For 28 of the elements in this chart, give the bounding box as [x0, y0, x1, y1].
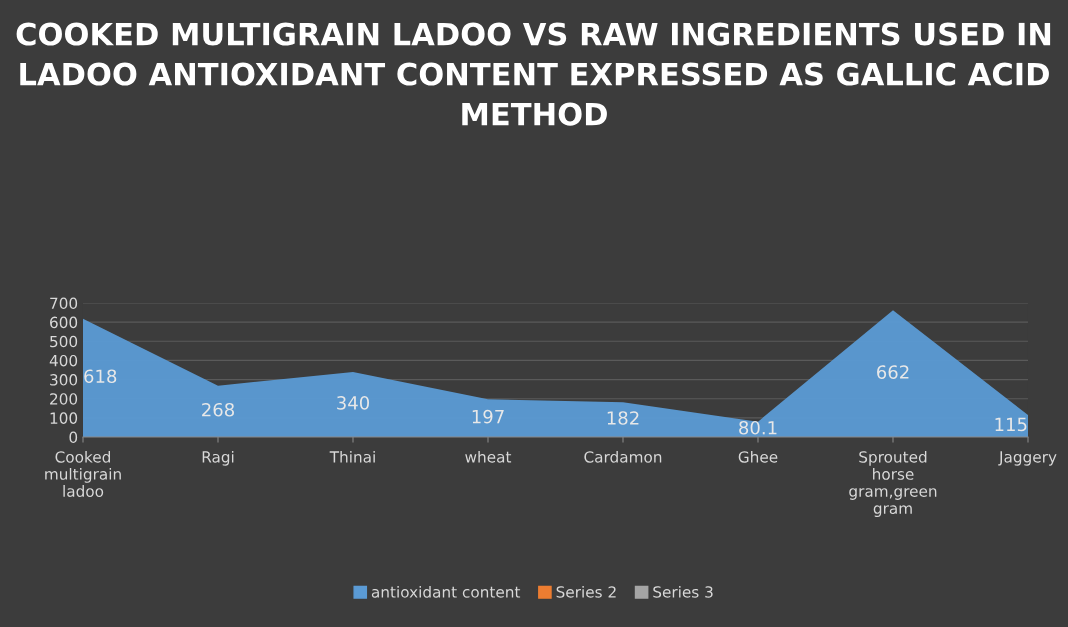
chart-title: COOKED MULTIGRAIN LADOO VS RAW INGREDIENTS USED IN LADOO ANTIOXIDANT CONTENT EXPRESSED AS GALLIC ACID METHOD — [16, 22, 1051, 126]
y-tick-label: 0 — [69, 431, 78, 444]
legend-label: antioxidant content — [371, 585, 521, 598]
y-tick-label: 400 — [49, 354, 78, 367]
x-tick-label: Cooked multigrain ladoo — [45, 450, 121, 497]
x-tick-label: wheat — [465, 450, 512, 463]
y-tick-label: 300 — [50, 374, 78, 386]
x-tick-label: Thinai — [329, 450, 375, 463]
data-label: 662 — [877, 365, 909, 379]
y-tick-label: 100 — [50, 412, 78, 424]
data-label: 268 — [202, 402, 234, 417]
y-tick-label: 500 — [50, 335, 78, 348]
data-label: 80.1 — [739, 420, 777, 435]
data-label: 618 — [84, 369, 117, 384]
y-tick-label: 600 — [50, 316, 78, 329]
data-label: 197 — [472, 409, 504, 424]
legend-label: Series 2 — [556, 585, 616, 598]
data-label: 115 — [995, 417, 1027, 432]
y-tick-label: 200 — [50, 393, 78, 405]
legend-label: Series 3 — [653, 585, 713, 598]
x-tick-label: Sprouted horse gram,green gram — [849, 450, 937, 517]
data-label: 340 — [337, 396, 370, 410]
x-tick-label: Ghee — [738, 450, 778, 463]
x-tick-label: Ragi — [202, 450, 234, 466]
x-tick-label: Cardamon — [584, 450, 662, 463]
data-label: 182 — [607, 411, 639, 425]
y-tick-label: 700 — [50, 297, 78, 310]
x-tick-label: Jaggery — [998, 451, 1057, 466]
